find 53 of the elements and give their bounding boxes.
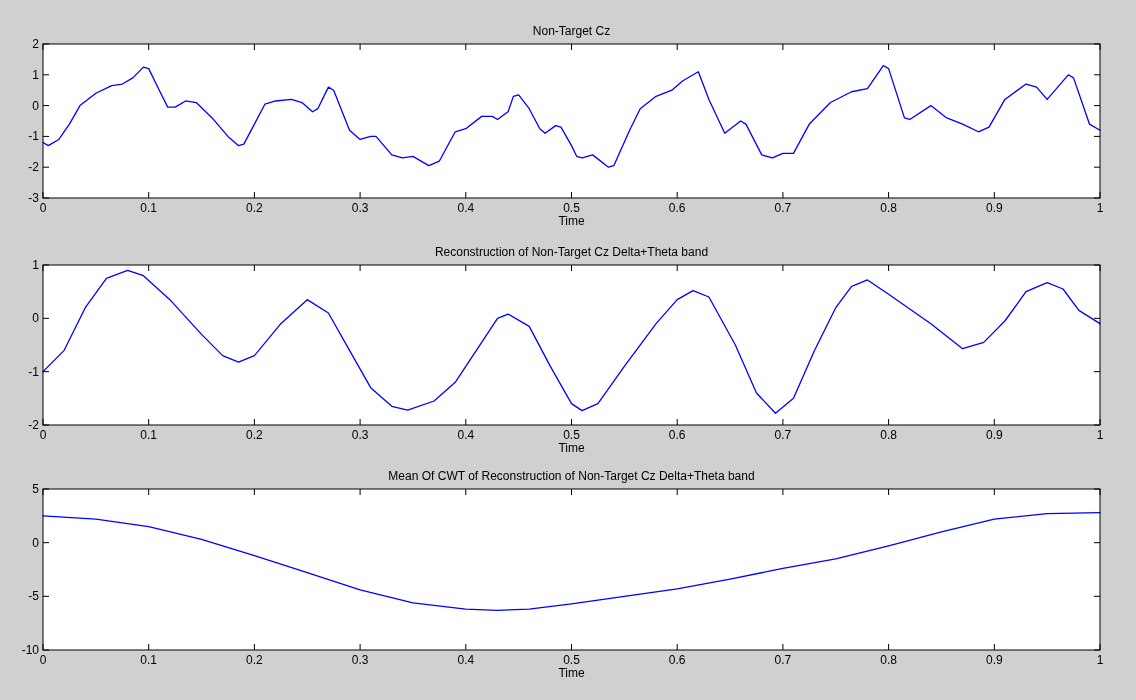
y-tick-label: -1: [28, 129, 40, 144]
x-axis-title: Time: [558, 214, 585, 228]
x-tick-label: 0.8: [880, 428, 898, 442]
x-tick-label: 0.7: [774, 428, 792, 442]
y-tick-label: -2: [28, 418, 40, 432]
x-tick-label: 0.6: [668, 653, 686, 667]
x-tick-label: 0.3: [351, 428, 369, 442]
y-tick-label: -2: [28, 160, 40, 175]
x-tick-label: 0.3: [351, 201, 369, 215]
x-tick-label: 0.1: [140, 653, 158, 667]
x-tick-label: 0.9: [985, 428, 1003, 442]
chart-title: Mean Of CWT of Reconstruction of Non-Target Cz Delta+Theta band: [388, 469, 755, 483]
x-tick-label: 0.9: [985, 653, 1003, 667]
x-tick-label: 0.4: [457, 653, 475, 667]
x-tick-label: 0.9: [985, 201, 1003, 215]
y-tick-label: 1: [32, 67, 40, 82]
x-tick-label: 0.2: [246, 201, 264, 215]
x-tick-label: 0.5: [563, 428, 581, 442]
x-tick-label: 0.5: [563, 201, 581, 215]
y-tick-label: -1: [28, 364, 40, 379]
y-tick-label: -5: [28, 589, 40, 604]
line-series: [42, 64, 1101, 168]
x-tick-label: 0.6: [668, 201, 686, 215]
x-tick-label: 0.2: [246, 428, 264, 442]
y-tick-label: 1: [32, 258, 40, 272]
x-axis-title: Time: [558, 441, 585, 455]
line-series: [42, 511, 1101, 611]
x-tick-label: 0.7: [774, 653, 792, 667]
x-tick-label: 0.6: [668, 428, 686, 442]
y-tick-label: 0: [32, 535, 40, 550]
x-tick-label: 1: [1096, 653, 1104, 667]
y-tick-label: 0: [32, 98, 40, 113]
x-tick-label: 0.2: [246, 653, 264, 667]
y-tick-label: -3: [28, 191, 40, 205]
x-tick-label: 0.4: [457, 428, 475, 442]
x-tick-label: 0.7: [774, 201, 792, 215]
x-tick-label: 0.5: [563, 653, 581, 667]
x-tick-label: 0.3: [351, 653, 369, 667]
x-tick-label: 0.8: [880, 653, 898, 667]
chart-title: Non-Target Cz: [532, 24, 611, 38]
x-tick-label: 0.4: [457, 201, 475, 215]
y-tick-label: 5: [32, 482, 40, 496]
line-series: [42, 269, 1101, 414]
y-tick-label: -10: [21, 643, 40, 657]
y-tick-label: 2: [32, 37, 40, 51]
x-tick-label: 0.8: [880, 201, 898, 215]
y-tick-label: 0: [32, 311, 40, 326]
x-tick-label: 0.1: [140, 201, 158, 215]
x-tick-label: 0.1: [140, 428, 158, 442]
chart-title: Reconstruction of Non-Target Cz Delta+Theta band: [434, 245, 709, 259]
x-tick-label: 1: [1096, 428, 1104, 442]
x-axis-title: Time: [558, 666, 585, 680]
x-tick-label: 1: [1096, 201, 1104, 215]
